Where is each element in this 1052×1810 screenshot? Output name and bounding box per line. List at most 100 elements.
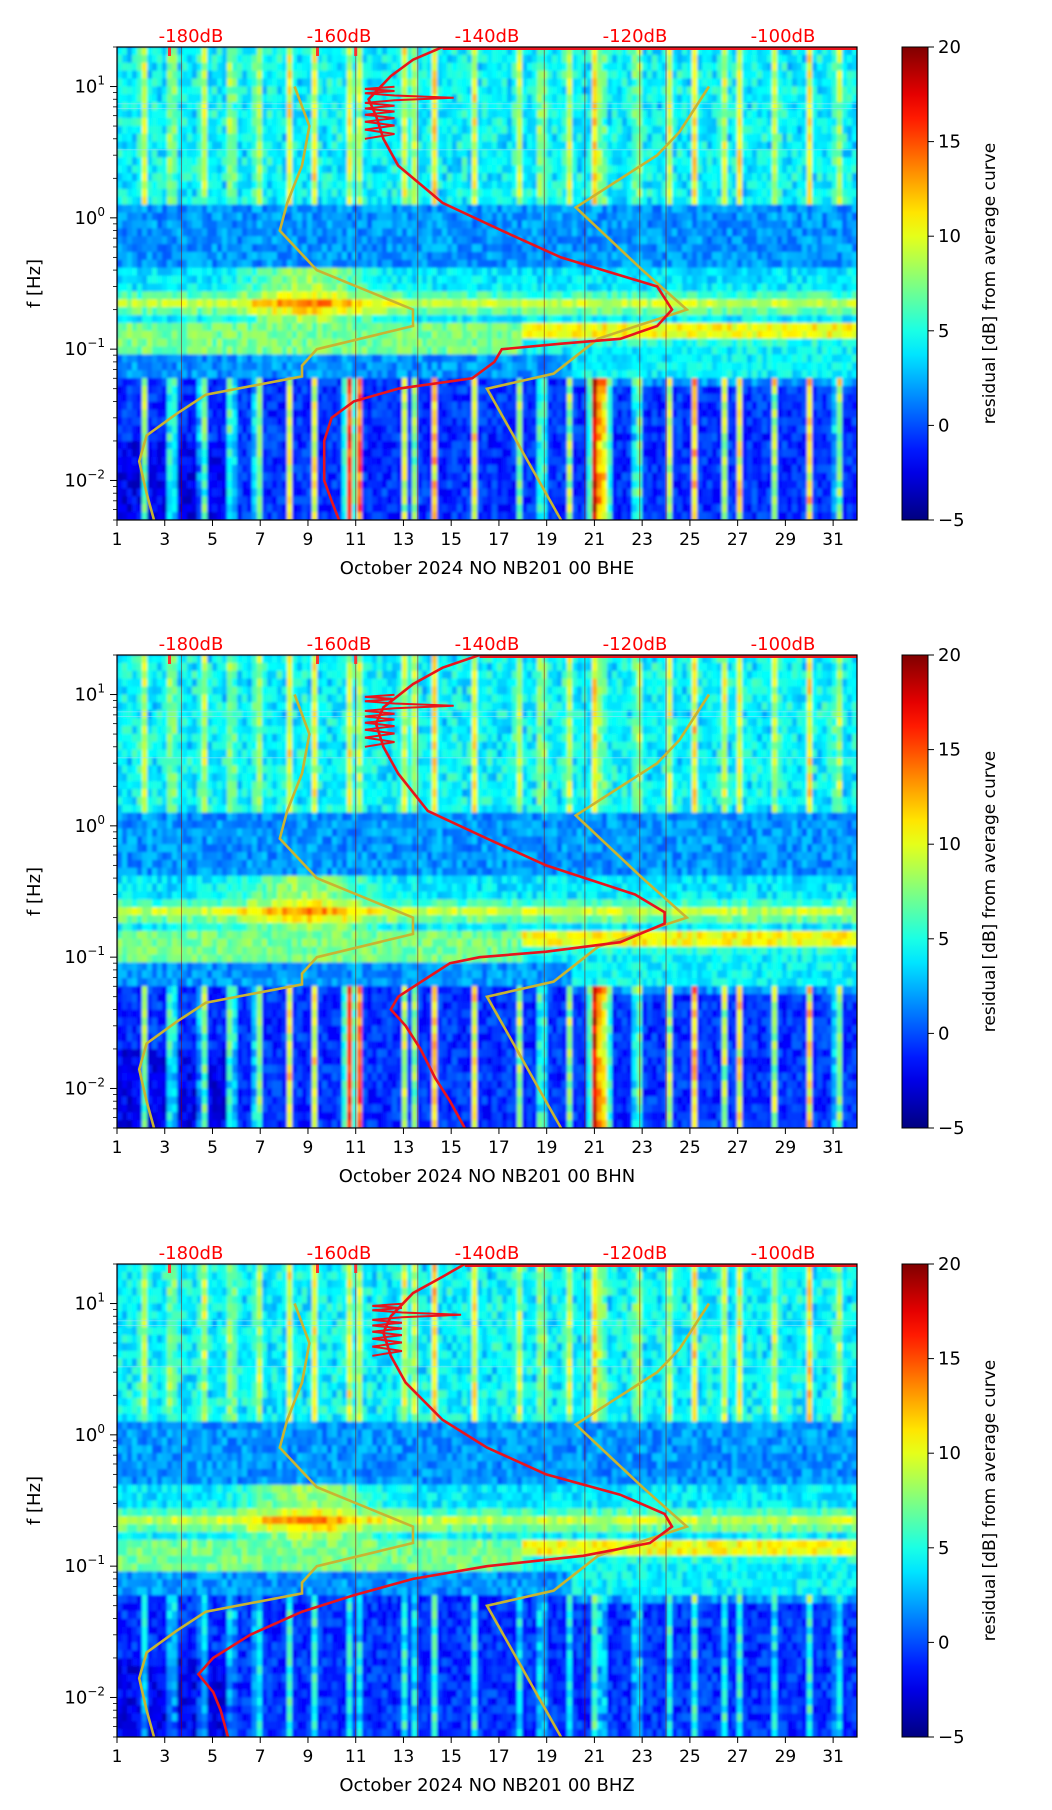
y-tick-label: 10−1: [64, 1553, 105, 1577]
y-axis-label: f [Hz]: [24, 1476, 45, 1525]
y-tick-label: 100: [74, 205, 105, 229]
colorbar-tick-label: 0: [938, 415, 949, 436]
top-axis-db-label: -180dB: [159, 634, 224, 655]
spike-marker: [354, 47, 357, 56]
x-tick-label: 21: [584, 1138, 606, 1158]
colorbar-tick-label: 5: [938, 929, 949, 950]
x-tick-label: 1: [112, 1747, 123, 1767]
spike-marker: [168, 1264, 171, 1273]
x-axis-label: October 2024 NO NB201 00 BHN: [339, 1166, 636, 1187]
x-tick-label: 25: [679, 1747, 701, 1767]
top-axis-db-label: -120dB: [603, 1243, 668, 1264]
spectrogram-heatmap: [117, 1264, 858, 1738]
x-tick-label: 13: [393, 530, 415, 550]
y-axis-label: f [Hz]: [24, 259, 45, 308]
y-tick-label: 10−1: [64, 336, 105, 360]
x-tick-label: 25: [679, 530, 701, 550]
x-tick-label: 11: [345, 1138, 367, 1158]
x-tick-label: 15: [440, 1138, 462, 1158]
top-axis-db-label: -120dB: [603, 634, 668, 655]
x-tick-label: 11: [345, 1747, 367, 1767]
x-tick-label: 5: [207, 1747, 218, 1767]
colorbar-tick-label: 20: [938, 37, 961, 58]
spike-marker: [354, 1264, 357, 1273]
colorbar-tick-label: 0: [938, 1023, 949, 1044]
x-tick-label: 21: [584, 530, 606, 550]
y-tick-base: 10: [74, 77, 97, 98]
x-tick-label: 13: [393, 1747, 415, 1767]
y-tick-base: 10: [74, 685, 97, 706]
x-tick-label: 23: [631, 1138, 653, 1158]
y-tick-base: 10: [64, 1556, 87, 1577]
spike-marker: [316, 1264, 319, 1273]
x-tick-label: 13: [393, 1138, 415, 1158]
x-tick-label: 5: [207, 1138, 218, 1158]
x-tick-label: 17: [488, 1747, 510, 1767]
colorbar-label: residual [dB] from average curve: [980, 143, 1000, 424]
colorbar-tick-label: −5: [938, 1727, 965, 1748]
x-tick-label: 3: [159, 1138, 170, 1158]
spectrogram-heatmap: [117, 47, 858, 521]
colorbar-tick-label: 5: [938, 1538, 949, 1559]
top-axis-db-label: -140dB: [455, 1243, 520, 1264]
colorbar-tick-label: 0: [938, 1632, 949, 1653]
x-tick-label: 15: [440, 530, 462, 550]
x-tick-label: 19: [536, 530, 558, 550]
spike-marker: [354, 655, 357, 664]
y-tick-exponent: 1: [97, 74, 105, 88]
top-axis-db-label: -180dB: [159, 26, 224, 47]
top-axis-db-label: -100dB: [751, 26, 816, 47]
y-tick-base: 10: [74, 1425, 97, 1446]
x-tick-label: 31: [822, 1747, 844, 1767]
x-tick-label: 3: [159, 1747, 170, 1767]
colorbar-tick-label: 10: [938, 226, 961, 247]
y-tick-label: 10−2: [64, 467, 105, 491]
y-tick-label: 101: [74, 1291, 105, 1315]
x-tick-label: 9: [303, 1747, 314, 1767]
colorbar-tick-label: 10: [938, 834, 961, 855]
x-tick-label: 7: [255, 1138, 266, 1158]
x-tick-label: 25: [679, 1138, 701, 1158]
y-tick-base: 10: [74, 816, 97, 837]
colorbar-tick-label: 5: [938, 321, 949, 342]
x-tick-label: 27: [727, 530, 749, 550]
colorbar-tick-label: −5: [938, 1118, 965, 1139]
y-tick-base: 10: [64, 1078, 87, 1099]
x-tick-label: 17: [488, 530, 510, 550]
x-tick-label: 23: [631, 530, 653, 550]
colorbar-tick-label: 10: [938, 1443, 961, 1464]
x-tick-label: 29: [775, 1138, 797, 1158]
top-axis-db-label: -100dB: [751, 634, 816, 655]
x-tick-label: 17: [488, 1138, 510, 1158]
y-tick-exponent: 0: [97, 813, 105, 827]
colorbar-tick-label: 20: [938, 1254, 961, 1275]
colorbar-tick-label: −5: [938, 510, 965, 531]
y-tick-base: 10: [64, 1687, 87, 1708]
top-axis-db-label: -160dB: [307, 634, 372, 655]
top-axis-db-label: -100dB: [751, 1243, 816, 1264]
y-tick-base: 10: [64, 339, 87, 360]
y-tick-base: 10: [74, 208, 97, 229]
x-axis-label: October 2024 NO NB201 00 BHZ: [339, 1775, 634, 1796]
x-tick-label: 27: [727, 1747, 749, 1767]
x-tick-label: 15: [440, 1747, 462, 1767]
x-tick-label: 7: [255, 1747, 266, 1767]
x-tick-label: 19: [536, 1138, 558, 1158]
y-tick-exponent: 0: [97, 205, 105, 219]
y-tick-base: 10: [64, 470, 87, 491]
x-tick-label: 7: [255, 530, 266, 550]
top-axis-db-label: -140dB: [455, 26, 520, 47]
y-tick-base: 10: [74, 1294, 97, 1315]
spike-marker: [316, 47, 319, 56]
colorbar-tick-label: 15: [938, 132, 961, 153]
x-tick-label: 23: [631, 1747, 653, 1767]
y-tick-exponent: −1: [87, 944, 105, 958]
y-tick-label: 100: [74, 813, 105, 837]
x-tick-label: 31: [822, 530, 844, 550]
y-tick-exponent: 1: [97, 682, 105, 696]
y-axis-label: f [Hz]: [24, 867, 45, 916]
x-tick-label: 11: [345, 530, 367, 550]
spike-marker: [168, 655, 171, 664]
